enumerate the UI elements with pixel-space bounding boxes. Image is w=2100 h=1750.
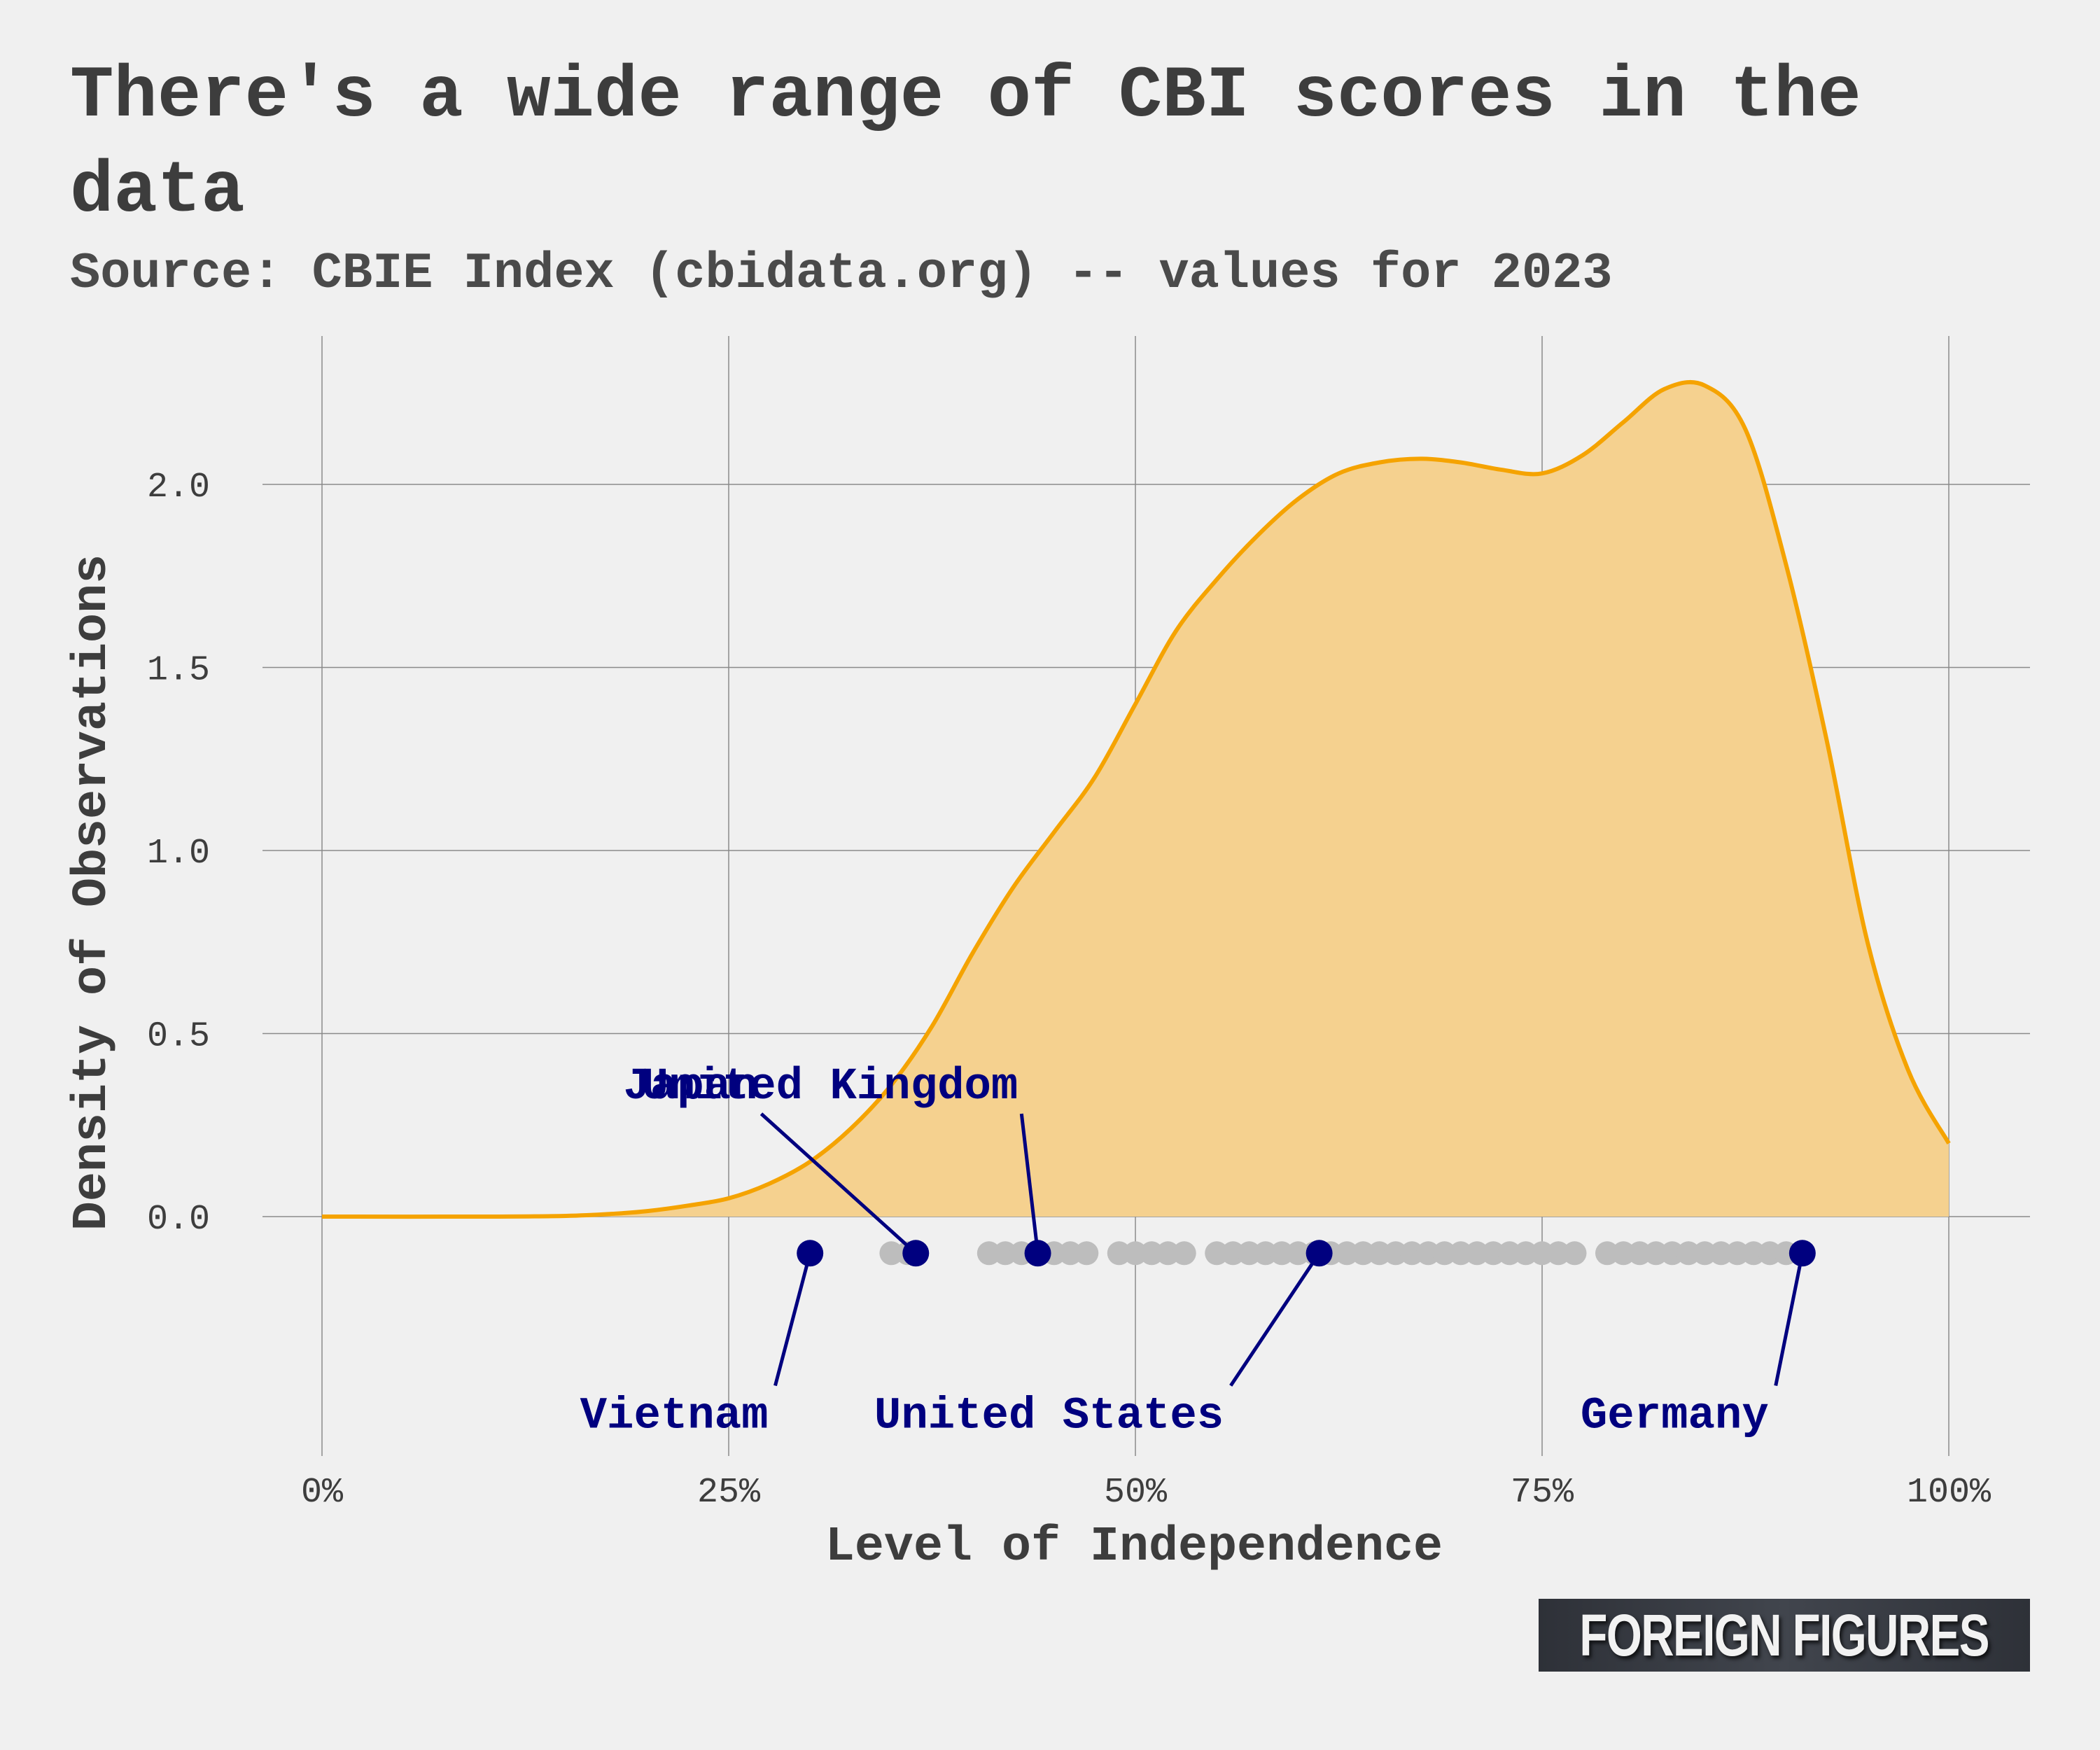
observation-point (1660, 1241, 1684, 1266)
observation-point (1546, 1241, 1571, 1266)
observation-point (1448, 1241, 1473, 1266)
observation-point (1140, 1241, 1164, 1266)
observation-point (1237, 1241, 1261, 1266)
highlight-point (1306, 1240, 1333, 1267)
brand-logo: FOREIGN FIGURES (1539, 1599, 2030, 1672)
country-label: United Kingdom (642, 1062, 1018, 1112)
observation-point (1513, 1241, 1538, 1266)
observation-point (1481, 1241, 1506, 1266)
country-label: Germany (1581, 1392, 1769, 1442)
observation-point (1611, 1241, 1636, 1266)
observation-point (1172, 1241, 1196, 1266)
observation-point (1156, 1241, 1180, 1266)
observation-point (1595, 1241, 1619, 1266)
tick-labels: 0% 25% 50% 75% 100% 0.0 0.5 1.0 1.5 2.0 (147, 468, 1991, 1513)
y-tick-label: 1.0 (147, 834, 210, 874)
x-tick-label: 0% (301, 1473, 344, 1513)
observation-point (1124, 1241, 1147, 1266)
observation-point (1286, 1241, 1310, 1266)
observation-point (1107, 1241, 1131, 1266)
country-label: Japan (623, 1062, 757, 1112)
observation-point (879, 1241, 904, 1266)
chart-title: There's a wide range of CBI scores in th… (70, 55, 1861, 233)
x-tick-label: 50% (1104, 1473, 1168, 1513)
observation-point (1725, 1241, 1749, 1266)
observation-point (1058, 1241, 1083, 1266)
x-tick-label: 100% (1907, 1473, 1991, 1513)
density-line (321, 379, 1951, 1219)
country-label: Vietnam (580, 1392, 769, 1442)
observation-point (1367, 1241, 1392, 1266)
country-label: United States (874, 1392, 1224, 1442)
highlight-point (902, 1240, 930, 1267)
observation-point (1270, 1241, 1294, 1266)
highlight-point (1024, 1240, 1051, 1267)
density-fill (322, 382, 1949, 1217)
leader-line (1019, 1113, 1040, 1254)
observation-points (879, 1241, 1814, 1266)
x-tick-label: 25% (697, 1473, 761, 1513)
leader-line (1774, 1252, 1805, 1386)
leader-line (774, 1252, 812, 1387)
y-tick-label: 0.5 (147, 1017, 210, 1057)
observation-point (1497, 1241, 1522, 1266)
leader-line (760, 1112, 917, 1255)
observation-point (1709, 1241, 1733, 1266)
y-axis-label: Density of Observations (65, 554, 120, 1231)
observation-point (1335, 1241, 1359, 1266)
y-tick-label: 1.5 (147, 651, 210, 691)
observation-point (1205, 1241, 1229, 1266)
highlight-point (1788, 1240, 1816, 1267)
observation-point (1400, 1241, 1424, 1266)
observation-point (1465, 1241, 1490, 1266)
highlight-point (797, 1240, 824, 1267)
observation-point (1676, 1241, 1701, 1266)
chart-subtitle: Source: CBIE Index (cbidata.org) -- valu… (70, 245, 1613, 302)
observation-point (1644, 1241, 1668, 1266)
observation-point (1432, 1241, 1457, 1266)
observation-point (1074, 1241, 1099, 1266)
observation-point (1383, 1241, 1408, 1266)
observation-point (1351, 1241, 1376, 1266)
brand-logo-text: FOREIGN FIGURES (1579, 1602, 1990, 1668)
y-tick-label: 0.0 (147, 1200, 210, 1240)
density-area (321, 379, 1951, 1219)
observation-point (1628, 1241, 1652, 1266)
observation-point (1221, 1241, 1245, 1266)
observation-point (1530, 1241, 1554, 1266)
observation-point (1742, 1241, 1766, 1266)
observation-point (993, 1241, 1018, 1266)
leader-line (1229, 1252, 1321, 1387)
observation-point (1416, 1241, 1441, 1266)
observation-point (1758, 1241, 1782, 1266)
observation-point (1562, 1241, 1587, 1266)
y-tick-label: 2.0 (147, 468, 210, 507)
observation-point (976, 1241, 1001, 1266)
x-axis-label: Level of Independence (825, 1520, 1443, 1575)
x-tick-label: 75% (1511, 1473, 1574, 1513)
observation-point (1693, 1241, 1717, 1266)
observation-point (1253, 1241, 1278, 1266)
